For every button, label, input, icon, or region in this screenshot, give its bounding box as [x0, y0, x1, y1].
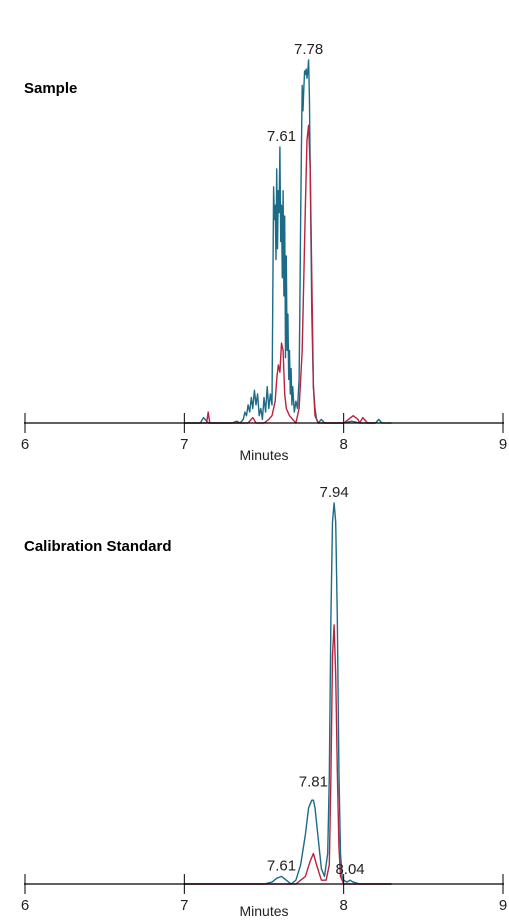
x-tick-label: 6 [21, 897, 29, 914]
x-axis-label: Minutes [239, 447, 288, 463]
x-tick-label: 8 [339, 897, 347, 914]
peak-label: 7.61 [267, 128, 296, 145]
series-line-red [184, 624, 392, 885]
x-tick-label: 9 [499, 436, 507, 453]
x-tick-label: 7 [180, 897, 188, 914]
peak-label: 7.94 [320, 484, 349, 501]
peak-label: 7.78 [294, 41, 323, 58]
x-axis-label: Minutes [239, 903, 288, 919]
x-tick-label: 6 [21, 436, 29, 453]
chart-title: Calibration Standard [24, 538, 172, 555]
x-tick-label: 9 [499, 897, 507, 914]
x-tick-label: 7 [180, 436, 188, 453]
peak-label: 7.81 [299, 774, 328, 791]
chart-title: Sample [24, 80, 77, 97]
calibration-standard-chart: Calibration Standard Minutes 6 7 8 9 7.61 7.8… [21, 484, 507, 919]
sample-chart: Sample Minutes 6 7 8 9 7.61 7.78 [21, 41, 507, 463]
peak-label: 7.61 [267, 857, 296, 874]
x-tick-label: 8 [339, 436, 347, 453]
series-line-teal [184, 502, 392, 885]
series-line-teal [184, 59, 392, 424]
peak-label: 8.04 [335, 861, 364, 878]
